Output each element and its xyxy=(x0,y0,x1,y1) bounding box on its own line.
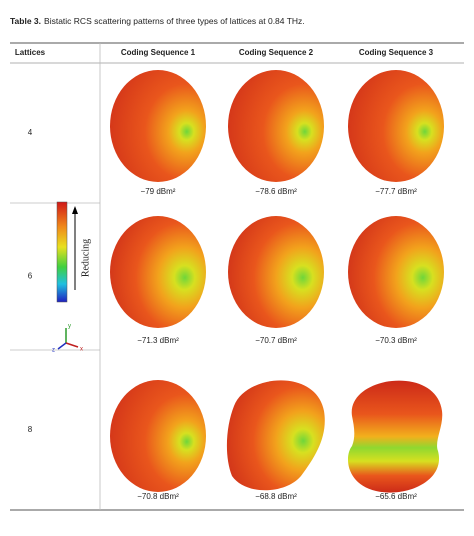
legend-label: Reducing xyxy=(80,239,91,277)
scattering-pattern xyxy=(226,380,325,491)
column-header: Lattices xyxy=(15,48,46,57)
rcs-value: −70.3 dBm² xyxy=(375,336,417,345)
rcs-value: −79 dBm² xyxy=(141,187,176,196)
rcs-value: −68.8 dBm² xyxy=(255,492,297,501)
axis-label: y xyxy=(68,324,71,330)
rcs-value: −70.8 dBm² xyxy=(137,492,179,501)
scattering-pattern xyxy=(228,216,324,328)
rcs-value: −65.6 dBm² xyxy=(375,492,417,501)
scattering-pattern xyxy=(347,380,443,493)
scattering-pattern xyxy=(348,216,444,328)
table-body: Lattices Coding Sequence 1 Coding Sequence… xyxy=(15,48,444,501)
scattering-pattern xyxy=(228,70,324,182)
rcs-value: −78.6 dBm² xyxy=(255,187,297,196)
caption: Table 3. Bistatic RCS scattering patterns… xyxy=(10,16,305,26)
column-header: Coding Sequence 2 xyxy=(239,48,314,57)
color-legend: Reducing x y z xyxy=(52,201,91,354)
arrow-head xyxy=(72,206,78,214)
rcs-value: −77.7 dBm² xyxy=(375,187,417,196)
axis-label: z xyxy=(52,348,55,354)
rcs-value: −71.3 dBm² xyxy=(137,336,179,345)
column-header: Coding Sequence 1 xyxy=(121,48,196,57)
axis-x xyxy=(65,342,79,348)
column-header: Coding Sequence 3 xyxy=(359,48,434,57)
rcs-value: −70.7 dBm² xyxy=(255,336,297,345)
caption-label: Table 3. xyxy=(10,16,41,26)
scattering-pattern xyxy=(110,216,206,328)
scattering-pattern xyxy=(348,70,444,182)
caption-text: Bistatic RCS scattering patterns of thre… xyxy=(44,16,305,26)
lattice-label: 4 xyxy=(28,128,33,137)
lattice-label: 8 xyxy=(28,425,33,434)
axis-label: x xyxy=(80,347,83,353)
color-bar xyxy=(56,201,68,303)
lattice-label: 6 xyxy=(28,272,33,281)
axis-z xyxy=(57,342,67,350)
scattering-pattern xyxy=(110,70,206,182)
scattering-pattern xyxy=(110,380,206,492)
